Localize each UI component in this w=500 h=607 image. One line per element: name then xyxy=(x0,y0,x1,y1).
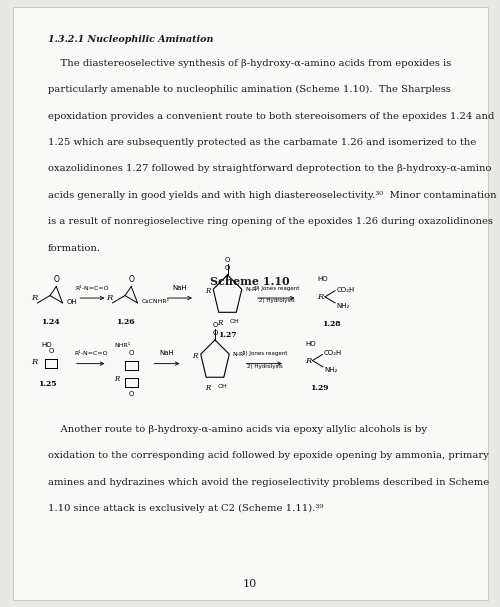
Text: 1.10 since attack is exclusively at C2 (Scheme 1.11).³⁹: 1.10 since attack is exclusively at C2 (… xyxy=(48,504,323,514)
Text: formation.: formation. xyxy=(48,243,100,253)
Text: O: O xyxy=(54,275,59,284)
Text: HO: HO xyxy=(41,342,51,348)
Text: oxidation to the corresponding acid followed by epoxide opening by ammonia, prim: oxidation to the corresponding acid foll… xyxy=(48,451,488,460)
Text: HO: HO xyxy=(305,341,316,347)
Text: 1.29: 1.29 xyxy=(310,384,328,392)
Text: 1.28: 1.28 xyxy=(322,320,341,328)
Text: 2) Hydrolysis: 2) Hydrolysis xyxy=(258,298,294,303)
Text: R: R xyxy=(192,351,198,360)
Text: R: R xyxy=(305,356,311,365)
Text: NHR¹: NHR¹ xyxy=(114,344,130,348)
Text: R¹-N=C=O: R¹-N=C=O xyxy=(76,286,110,291)
Text: amines and hydrazines which avoid the regioselectivity problems described in Sch: amines and hydrazines which avoid the re… xyxy=(48,478,489,487)
Text: R: R xyxy=(31,358,38,366)
Text: NH₂: NH₂ xyxy=(324,367,338,373)
Text: R: R xyxy=(318,293,324,301)
Text: CO₂H: CO₂H xyxy=(336,287,355,293)
Text: 1.24: 1.24 xyxy=(40,318,60,326)
Text: N-R¹: N-R¹ xyxy=(245,287,259,292)
Text: NaH: NaH xyxy=(160,350,174,356)
Text: oxazolidinones 1.27 followed by straightforward deprotection to the β-hydroxy-α-: oxazolidinones 1.27 followed by straight… xyxy=(48,164,491,174)
Text: O: O xyxy=(212,330,218,336)
Text: epoxidation provides a convenient route to both stereoisomers of the epoxides 1.: epoxidation provides a convenient route … xyxy=(48,112,494,121)
Text: NaH: NaH xyxy=(172,285,188,291)
Text: O: O xyxy=(128,275,134,284)
Text: R: R xyxy=(205,384,210,392)
Text: R: R xyxy=(217,319,222,327)
FancyBboxPatch shape xyxy=(12,7,488,600)
Text: 1) Jones reagent: 1) Jones reagent xyxy=(242,351,287,356)
Text: O: O xyxy=(128,350,134,356)
Text: NH₂: NH₂ xyxy=(336,303,350,309)
Text: HO: HO xyxy=(318,276,328,282)
Text: 1.26: 1.26 xyxy=(116,318,134,326)
Text: 1.3.2.1 Nucleophilic Amination: 1.3.2.1 Nucleophilic Amination xyxy=(48,35,213,44)
Text: 1) Jones reagent: 1) Jones reagent xyxy=(254,286,299,291)
Text: O: O xyxy=(48,348,54,354)
Text: particularly amenable to nucleophilic amination (Scheme 1.10).  The Sharpless: particularly amenable to nucleophilic am… xyxy=(48,85,450,95)
Text: OH: OH xyxy=(66,299,77,305)
Text: R: R xyxy=(114,375,119,383)
Text: Scheme 1.10: Scheme 1.10 xyxy=(210,276,290,287)
Text: acids generally in good yields and with high diastereoselectivity.³⁰  Minor cont: acids generally in good yields and with … xyxy=(48,191,496,200)
Text: The diastereoselective synthesis of β-hydroxy-α-amino acids from epoxides is: The diastereoselective synthesis of β-hy… xyxy=(48,59,451,68)
Text: R: R xyxy=(106,294,112,302)
Text: OH: OH xyxy=(230,319,240,324)
Text: is a result of nonregioselective ring opening of the epoxides 1.26 during oxazol: is a result of nonregioselective ring op… xyxy=(48,217,492,226)
Text: Another route to β-hydroxy-α-amino acids via epoxy allylic alcohols is by: Another route to β-hydroxy-α-amino acids… xyxy=(48,425,426,434)
Text: 2) Hydrolysis: 2) Hydrolysis xyxy=(246,364,282,368)
Text: O: O xyxy=(225,257,230,263)
Text: 1.25 which are subsequently protected as the carbamate 1.26 and isomerized to th: 1.25 which are subsequently protected as… xyxy=(48,138,476,147)
Text: R: R xyxy=(31,294,38,302)
Text: O: O xyxy=(225,265,230,271)
Text: CO₂H: CO₂H xyxy=(324,350,342,356)
Text: N-R¹: N-R¹ xyxy=(232,352,246,357)
Text: R¹-N=C=O: R¹-N=C=O xyxy=(74,351,108,356)
Text: 10: 10 xyxy=(243,579,257,589)
Text: 1.27: 1.27 xyxy=(218,331,237,339)
Text: OH: OH xyxy=(218,384,227,389)
Text: 1.25: 1.25 xyxy=(38,380,57,388)
Text: R: R xyxy=(205,287,210,295)
Text: O₂CNHR¹: O₂CNHR¹ xyxy=(142,299,170,304)
Text: O: O xyxy=(128,391,134,397)
Text: O: O xyxy=(212,322,218,328)
